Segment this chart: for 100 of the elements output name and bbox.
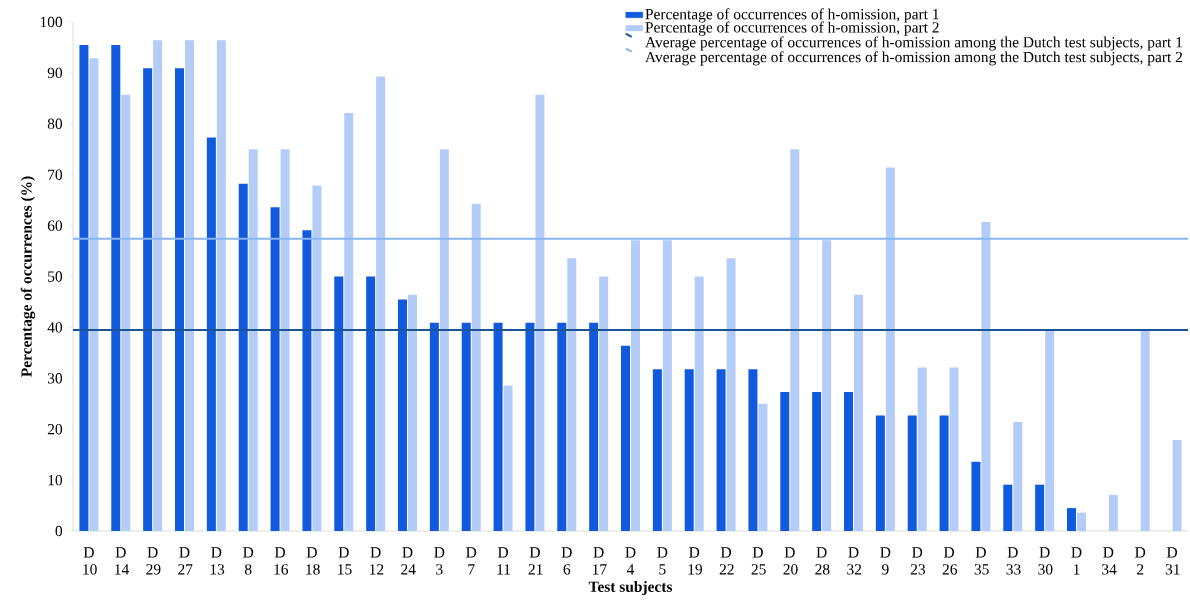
y-tick-label: 30 [47,373,63,384]
x-tick-label: D 34 [1102,547,1117,575]
x-tick-label: D 12 [370,547,384,575]
bar [270,207,280,531]
legend-label: Average percentage of occurrences of h-omission among the Dutch test subjects, part 2 [645,51,1182,66]
bar [366,276,376,531]
y-tick-label: 40 [47,322,63,333]
bar [790,149,800,531]
y-tick-label: 50 [48,271,63,282]
y-tick-label: 20 [47,423,63,435]
y-tick-label: 60 [47,220,63,231]
x-tick-label: D 28 [815,547,830,575]
bar [621,345,630,531]
bar [917,367,927,531]
x-tick-label: D 29 [146,547,161,575]
bar [1140,330,1150,531]
x-tick-label: D 24 [401,547,416,575]
legend-label: Average percentage of occurrences of h-omission among the Dutch test subjects, part 1 [645,36,1182,51]
bar [334,276,344,531]
x-tick-label: D 16 [274,547,289,575]
bar [280,149,290,531]
bar [780,392,790,531]
x-tick-label: D 11 [497,547,511,575]
bar [599,276,609,531]
bar [885,167,895,531]
bar [726,258,736,531]
bar [89,58,99,531]
x-tick-label: D 4 [625,547,636,575]
bar [981,222,991,531]
bar [1003,484,1013,531]
x-tick-label: D 2 [1135,547,1146,575]
bar [216,40,226,531]
y-tick-label: 90 [47,67,63,79]
x-tick-label: D 17 [593,547,607,575]
bar [525,322,535,531]
bar [875,415,885,531]
x-tick-label: D 22 [719,547,734,575]
bar [376,76,386,531]
x-tick-label: D 8 [243,547,254,575]
x-tick-label: D 18 [306,547,320,575]
bar [1108,494,1118,531]
bar [557,322,567,531]
bar [662,240,672,531]
x-tick-label: D 20 [783,547,798,575]
bar [1077,512,1086,531]
bar [312,185,322,531]
x-tick-label: D 27 [178,547,193,575]
x-axis-title: Test subjects [588,581,673,596]
bar [1172,439,1182,531]
bar [822,240,832,531]
bar [302,230,312,531]
bar [503,385,513,531]
bar [79,44,89,531]
bar [398,299,407,531]
bar [939,415,949,531]
bar [652,369,662,531]
x-tick-label: D 25 [751,547,766,575]
x-tick-label: D 30 [1038,547,1053,575]
x-tick-label: D 9 [880,547,891,575]
bar [185,40,194,531]
y-tick-label: 100 [40,16,63,28]
bar [748,369,758,531]
bar [684,369,694,531]
bar [1067,508,1076,531]
bar [143,68,153,531]
x-tick-label: D 35 [974,547,989,575]
bar [949,367,959,531]
bar [206,137,216,531]
bar [1045,330,1055,531]
bar [439,149,449,531]
x-tick-label: D 5 [657,547,668,575]
bar [493,322,503,531]
bar [631,240,640,531]
x-tick-label: D 14 [115,547,129,575]
y-tick-label: 80 [47,118,63,130]
bar [1013,422,1023,531]
bar [344,113,354,531]
bar [1035,484,1045,531]
x-tick-label: D 31 [1165,547,1180,575]
bar [111,44,121,531]
bar [121,94,131,531]
x-tick-label: D 10 [83,547,97,575]
y-tick-label: 10 [48,474,63,486]
x-tick-label: D 26 [942,547,958,575]
x-tick-label: D 13 [210,547,225,575]
x-tick-label: D 1 [1071,547,1082,575]
bar [471,203,481,531]
x-tick-label: D 21 [528,547,543,575]
x-tick-label: D 3 [434,547,445,575]
bar [429,322,439,531]
bar [589,322,599,531]
bar [175,68,184,531]
x-tick-label: D 7 [466,547,477,575]
y-tick-label: 70 [48,169,63,180]
x-tick-label: D 6 [561,547,572,575]
x-tick-label: D 32 [847,547,862,575]
bar [907,415,917,531]
bar [408,294,417,531]
bar [854,294,863,531]
bar [716,369,726,531]
